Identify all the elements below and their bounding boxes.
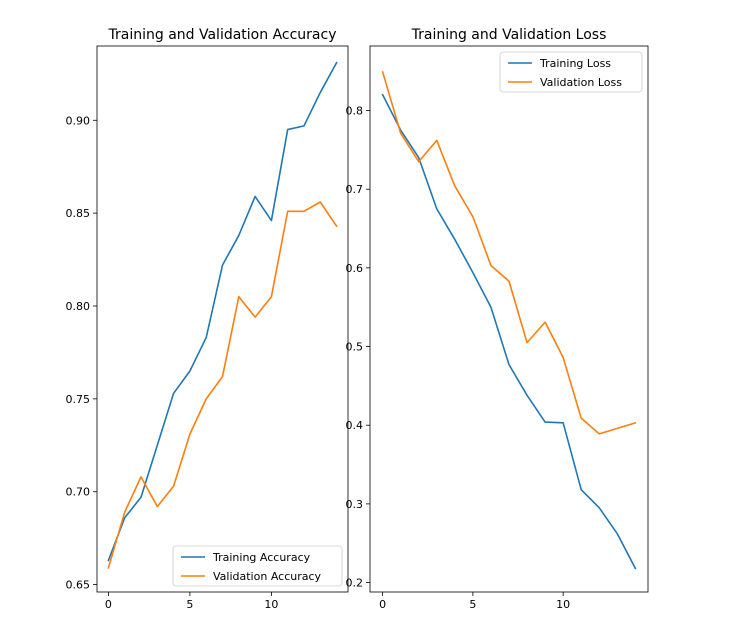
loss-y-tick-label: 0.3: [346, 498, 364, 511]
loss-legend-label: Validation Loss: [540, 76, 622, 89]
accuracy-y-tick-label: 0.80: [66, 300, 91, 313]
accuracy-legend-box: [172, 545, 343, 587]
accuracy-series-line-training-accuracy: [107, 61, 338, 562]
accuracy-y-tick-label: 0.65: [66, 579, 91, 592]
accuracy-y-tick-label: 0.90: [66, 114, 91, 127]
accuracy-y-tick-label: 0.70: [66, 486, 91, 499]
accuracy-legend-label: Training Accuracy: [212, 551, 311, 564]
accuracy-x-tick-label: 10: [264, 598, 278, 611]
accuracy-y-tick-label: 0.75: [66, 393, 91, 406]
loss-panel: Training and Validation Loss 0 5 10 0.2 0.3 0.…: [346, 27, 649, 611]
loss-y-tick-label: 0.4: [346, 419, 364, 432]
loss-x-tick-label: 10: [556, 598, 570, 611]
accuracy-x-tick-label: 5: [186, 598, 193, 611]
accuracy-series-line-validation-accuracy: [107, 201, 338, 569]
accuracy-legend-label: Validation Accuracy: [213, 570, 322, 583]
loss-y-tick-label: 0.7: [346, 183, 364, 196]
loss-x-tick-label: 0: [379, 598, 386, 611]
loss-y-tick-label: 0.8: [346, 105, 364, 118]
loss-x-tick-label: 5: [469, 598, 476, 611]
loss-legend: Training Loss Validation Loss: [499, 51, 643, 93]
loss-y-tick-label: 0.6: [346, 262, 364, 275]
accuracy-legend: Training Accuracy Validation Accuracy: [172, 545, 343, 587]
loss-legend-label: Training Loss: [539, 57, 611, 70]
accuracy-y-tick-label: 0.85: [66, 207, 91, 220]
loss-y-tick-label: 0.5: [346, 341, 364, 354]
accuracy-chart-title: Training and Validation Accuracy: [108, 27, 337, 43]
accuracy-panel: Training and Validation Accuracy 0 5 10 0.65…: [66, 27, 349, 611]
accuracy-x-tick-label: 0: [105, 598, 112, 611]
accuracy-axes-frame: [96, 45, 349, 593]
loss-legend-box: [499, 51, 643, 93]
loss-series-line-training-loss: [381, 93, 637, 570]
loss-y-tick-label: 0.2: [346, 577, 364, 590]
loss-axes-frame: [369, 45, 649, 593]
loss-series-line-validation-loss: [381, 70, 637, 435]
loss-chart-title: Training and Validation Loss: [411, 27, 607, 43]
